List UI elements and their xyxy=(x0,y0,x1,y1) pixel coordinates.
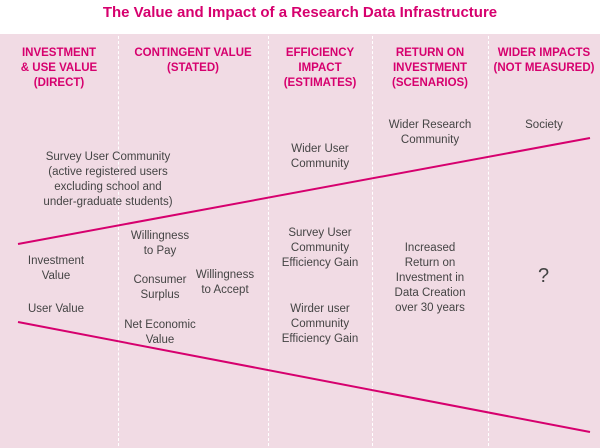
column-divider xyxy=(268,36,269,446)
net-economic-value-label: Net Economic Value xyxy=(124,319,196,346)
column-divider xyxy=(118,36,119,446)
column-divider xyxy=(488,36,489,446)
survey-user-community-label: Survey User Community (active registered… xyxy=(43,151,173,208)
background-panel xyxy=(0,34,600,448)
column-divider xyxy=(372,36,373,446)
wider-efficiency-gain-label: Wirder user Community Efficiency Gain xyxy=(281,303,359,345)
consumer-surplus-label: Consumer Surplus xyxy=(133,274,187,301)
society-label: Society xyxy=(525,119,563,131)
column-heading-contingent: CONTINGENT VALUE (STATED) xyxy=(134,47,252,74)
unknown-impact-mark: ? xyxy=(538,265,550,287)
wider-research-community-label: Wider Research Community xyxy=(388,119,472,146)
column-heading-wider-impacts: WIDER IMPACTS (NOT MEASURED) xyxy=(493,47,595,74)
diagram-title: The Value and Impact of a Research Data … xyxy=(102,4,498,21)
investment-value-label: Investment Value xyxy=(27,255,85,282)
lower-wedge-line xyxy=(17,321,591,433)
column-heading-efficiency: EFFICIENCY IMPACT (ESTIMATES) xyxy=(283,47,357,89)
upper-wedge-line xyxy=(17,137,591,245)
willingness-to-pay-label: Willingness to Pay xyxy=(130,230,190,257)
column-heading-return: RETURN ON INVESTMENT (SCENARIOS) xyxy=(391,47,469,89)
user-value-label: User Value xyxy=(27,303,85,315)
wider-user-community-label: Wider User Community xyxy=(290,143,350,170)
return-on-investment-label: Increased Return on Investment in Data C… xyxy=(394,242,466,314)
survey-efficiency-gain-label: Survey User Community Efficiency Gain xyxy=(281,227,359,269)
willingness-to-accept-label: Willingness to Accept xyxy=(195,269,255,296)
column-heading-investment: INVESTMENT & USE VALUE (DIRECT) xyxy=(20,47,98,89)
